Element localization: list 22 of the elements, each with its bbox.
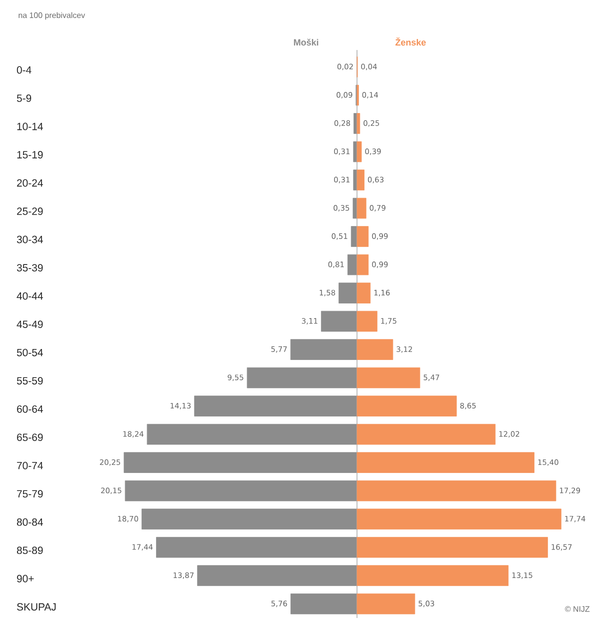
y-tick-label: 35-39 xyxy=(16,264,43,272)
y-tick-label: 80-84 xyxy=(16,518,43,526)
text: Ženske xyxy=(395,37,426,46)
text: Moški xyxy=(294,38,318,46)
y-tick-label: 70-74 xyxy=(17,462,43,470)
y-tick-label: SKUPAJ xyxy=(16,603,56,611)
y-tick-label: 75-79 xyxy=(17,490,43,498)
y-tick-label: 25-29 xyxy=(17,208,43,215)
y-tick-label: 50-54 xyxy=(16,348,43,356)
y-tick-label: 65-69 xyxy=(17,434,43,442)
y-tick-label: 40-44 xyxy=(16,292,43,300)
y-tick-label: 10-14 xyxy=(17,122,43,130)
y-tick-label: 15-19 xyxy=(17,151,43,158)
y-tick-label: 90+ xyxy=(17,574,34,582)
y-tick-label: 5-9 xyxy=(16,94,32,102)
y-tick-label: 85-89 xyxy=(16,546,43,554)
y-tick-label: 30-34 xyxy=(16,236,43,244)
y-tick-label: 0-4 xyxy=(16,66,32,74)
y-tick-label: 60-64 xyxy=(17,405,43,413)
y-tick-label: 55-59 xyxy=(16,377,43,385)
y-tick-label: 45-49 xyxy=(16,320,43,328)
y-tick-label: 20-24 xyxy=(17,179,43,187)
